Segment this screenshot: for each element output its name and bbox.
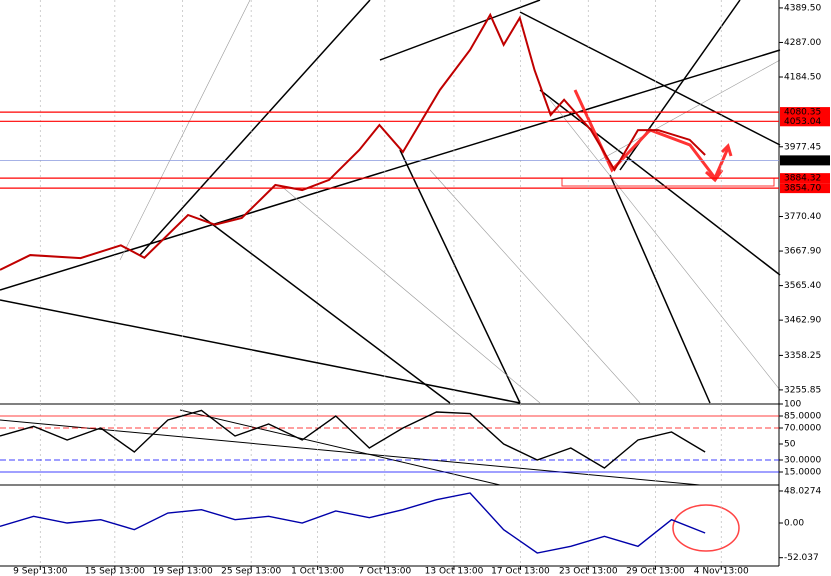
trend-line	[379, 0, 541, 61]
y-tick-label: 4389.50	[784, 3, 821, 13]
arrow-head	[705, 169, 724, 183]
x-tick-label: 23 Oct 13:00	[559, 567, 618, 576]
x-tick-label: 15 Sep 13:00	[85, 567, 145, 576]
series-line	[0, 492, 706, 554]
price-label-bg	[780, 183, 830, 194]
price-label: 3937.03	[784, 156, 821, 166]
price-label: 4053.04	[784, 117, 821, 127]
x-tick-label: 25 Sep 13:00	[221, 567, 281, 576]
y-tick-label: 85.0000	[784, 412, 821, 422]
y-tick-label: 0.00	[784, 519, 804, 529]
y-tick-label: 4287.00	[784, 38, 821, 48]
arrow-head	[720, 143, 733, 157]
y-tick-label: 3667.90	[784, 247, 821, 257]
x-tick-label: 13 Oct 13:00	[425, 567, 484, 576]
y-tick-label: 3977.45	[784, 142, 821, 152]
y-tick-label: 3358.25	[784, 351, 821, 361]
thin-line	[429, 169, 641, 404]
price-label: 3884.32	[784, 174, 821, 184]
y-tick-label: 3770.40	[784, 212, 821, 222]
trend-line	[139, 0, 371, 256]
series-line	[0, 409, 706, 469]
trend-line	[399, 149, 521, 404]
trend-line	[609, 174, 711, 404]
thin-line	[119, 0, 251, 261]
y-tick-label: 70.0000	[784, 424, 821, 434]
series-line	[0, 12, 706, 271]
x-tick-label: 1 Oct 13:00	[291, 567, 344, 576]
x-tick-label: 9 Sep 13:00	[13, 567, 68, 576]
y-tick-label: 48.0274	[784, 486, 821, 496]
trend-line	[0, 419, 701, 486]
trend-line	[519, 11, 781, 146]
y-tick-label: 3255.85	[784, 385, 821, 395]
thin-line	[549, 99, 781, 391]
highlight-ellipse	[672, 504, 740, 552]
y-tick-label: 3565.40	[784, 281, 821, 291]
thin-lines	[119, 0, 781, 404]
price-label-bg	[780, 107, 830, 118]
x-tick-label: 17 Oct 13:00	[491, 567, 550, 576]
price-label-bg	[780, 155, 830, 166]
thin-line	[279, 184, 541, 404]
y-tick-label: 15.0000	[784, 468, 821, 478]
y-tick-label: 3462.90	[784, 316, 821, 326]
y-tick-label: -52.037	[784, 553, 819, 563]
y-tick-label: 4184.50	[784, 72, 821, 82]
x-tick-label: 29 Oct 13:00	[626, 567, 685, 576]
y-tick-label: 50	[784, 440, 796, 450]
y-tick-label: 30.0000	[784, 456, 821, 466]
x-tick-label: 19 Sep 13:00	[153, 567, 213, 576]
price-label-bg	[780, 116, 830, 127]
trend-line	[199, 214, 451, 404]
arrow	[713, 147, 730, 179]
x-tick-label: 7 Oct 13:00	[358, 567, 411, 576]
trend-line	[0, 299, 521, 404]
price-label-bg	[780, 173, 830, 184]
price-label: 3854.70	[784, 184, 821, 194]
trend-line	[179, 409, 501, 486]
price-label: 4080.35	[784, 108, 821, 118]
x-tick-label: 4 Nov 13:00	[694, 567, 749, 576]
y-tick-label: 100	[784, 400, 801, 410]
